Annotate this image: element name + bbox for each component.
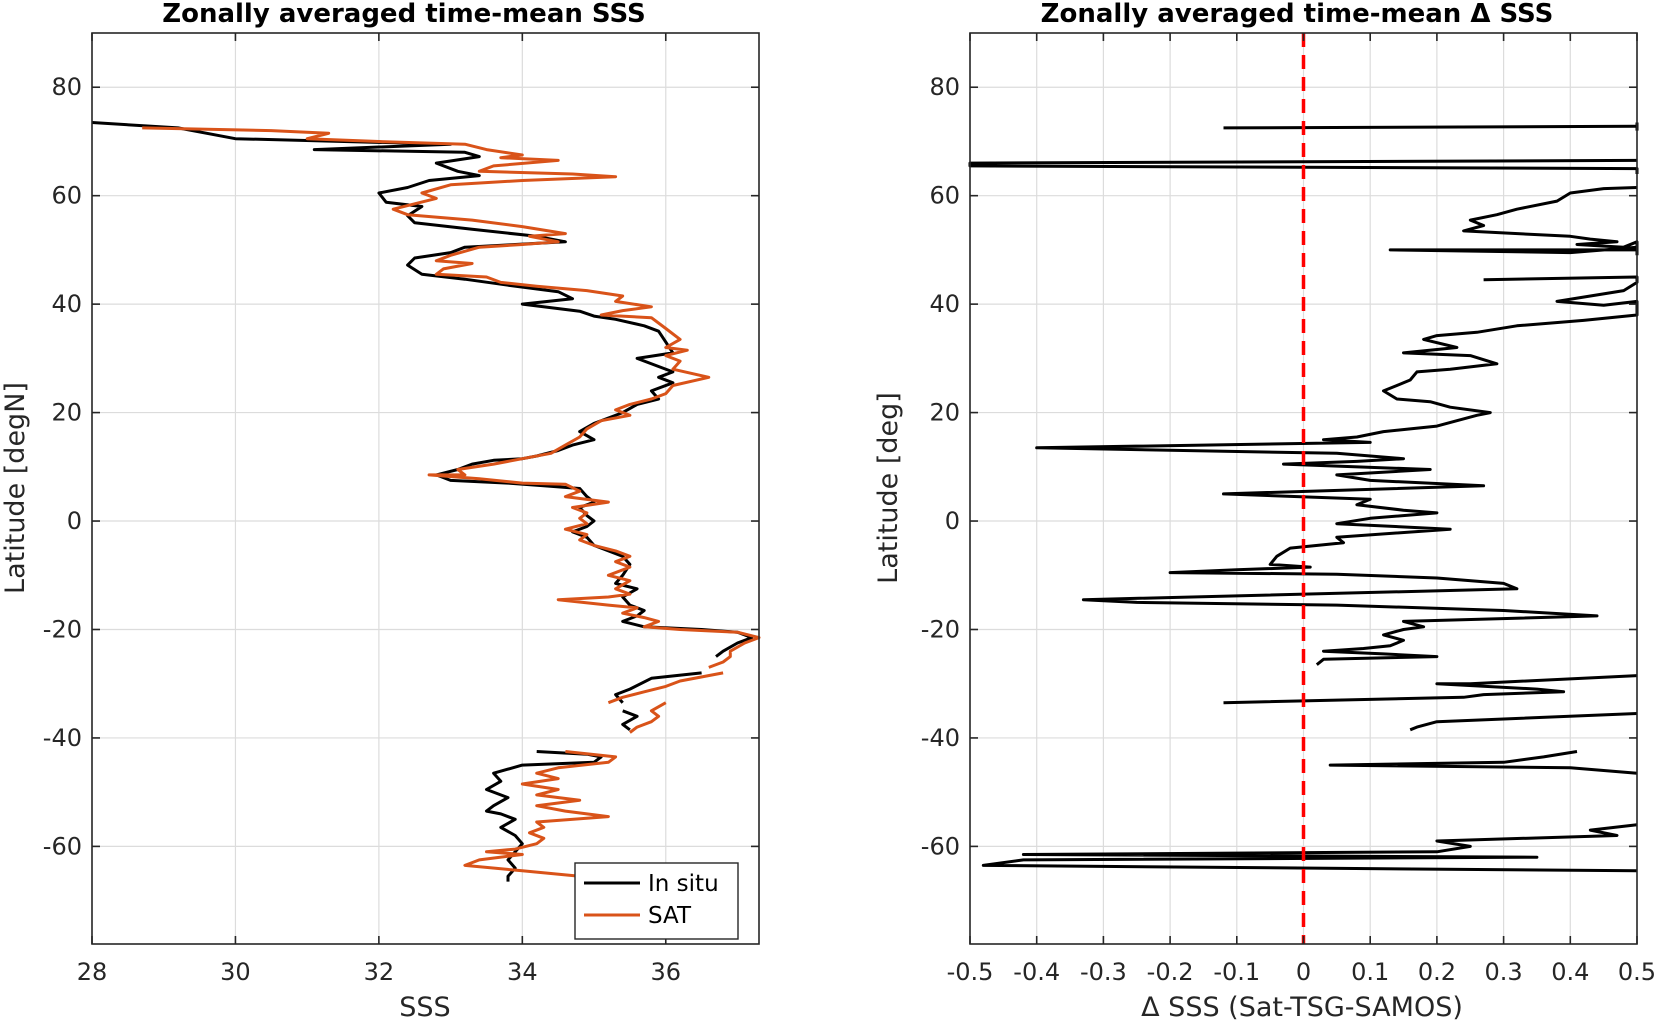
series-line-delta-sss-seg-4 — [1035, 275, 1639, 666]
series-line-delta-sss-seg-5 — [1223, 674, 1638, 705]
y-tick-label: 60 — [929, 182, 960, 210]
y-tick-label: 60 — [51, 182, 82, 210]
right-panel: Zonally averaged time-mean Δ SSS -0.5 -0.… — [873, 0, 1656, 1023]
x-tick-label: 34 — [507, 958, 538, 986]
y-tick-label: -40 — [43, 724, 82, 752]
left-x-axis-label: SSS — [399, 992, 450, 1023]
legend-label-in-situ: In situ — [648, 871, 719, 897]
x-tick-label: -0.1 — [1213, 958, 1260, 986]
x-tick-label: -0.3 — [1080, 958, 1127, 986]
series-line-delta-sss-seg-7 — [1328, 750, 1638, 775]
y-tick-label: 80 — [51, 73, 82, 101]
x-tick-label: 0.3 — [1485, 958, 1523, 986]
y-tick-label: 0 — [67, 507, 82, 535]
y-tick-label: 20 — [51, 399, 82, 427]
right-y-axis-label: Latitude [deg] — [873, 392, 904, 584]
y-tick-label: 0 — [945, 507, 960, 535]
left-series-group — [91, 121, 761, 882]
legend-label-sat: SAT — [648, 903, 692, 929]
series-line-delta-sss-seg-3 — [1388, 186, 1639, 256]
x-tick-label: 0 — [1296, 958, 1311, 986]
series-line-sat-seg-3 — [463, 750, 618, 878]
series-line-delta-sss-seg-6 — [1409, 712, 1638, 732]
x-tick-label: 32 — [364, 958, 395, 986]
left-y-axis-label: Latitude [degN] — [0, 382, 31, 594]
left-ticks: 28 30 32 34 36 80 60 40 20 0 -20 -40 -60 — [43, 33, 759, 986]
x-tick-label: 28 — [77, 958, 108, 986]
y-tick-label: 40 — [51, 290, 82, 318]
left-panel: Zonally averaged time-mean SSS 28 30 32 34 3… — [0, 0, 761, 1023]
x-tick-label: -0.2 — [1147, 958, 1194, 986]
right-chart-title: Zonally averaged time-mean Δ SSS — [1041, 0, 1554, 29]
y-tick-label: -40 — [921, 724, 960, 752]
y-tick-label: -20 — [921, 615, 960, 643]
series-line-in-situ-seg-1 — [614, 671, 702, 704]
series-line-delta-sss-seg-8 — [981, 823, 1638, 873]
left-grid — [91, 33, 759, 944]
x-tick-label: 30 — [220, 958, 251, 986]
y-tick-label: -60 — [921, 832, 960, 860]
y-tick-label: 20 — [929, 399, 960, 427]
legend: In situ SAT — [574, 862, 739, 940]
y-tick-label: -20 — [43, 615, 82, 643]
y-tick-label: 40 — [929, 290, 960, 318]
series-line-sat-seg-0 — [142, 126, 761, 669]
x-tick-label: -0.4 — [1013, 958, 1060, 986]
x-tick-label: 0.2 — [1418, 958, 1456, 986]
x-tick-label: 0.4 — [1551, 958, 1589, 986]
x-tick-label: 0.5 — [1618, 958, 1656, 986]
series-line-sat-seg-1 — [607, 671, 724, 705]
x-tick-label: 0.1 — [1351, 958, 1389, 986]
right-x-axis-label: Δ SSS (Sat-TSG-SAMOS) — [1141, 992, 1463, 1023]
y-tick-label: 80 — [929, 73, 960, 101]
x-tick-label: -0.5 — [947, 958, 994, 986]
series-line-sat-seg-2 — [629, 701, 667, 734]
series-line-delta-sss-seg-0 — [1223, 124, 1638, 130]
right-ticks: -0.5 -0.4 -0.3 -0.2 -0.1 0 0.1 0.2 0.3 0.4 0.5 80 60… — [921, 33, 1656, 986]
y-tick-label: -60 — [43, 832, 82, 860]
series-line-in-situ-seg-2 — [621, 709, 639, 731]
x-tick-label: 36 — [650, 958, 681, 986]
left-chart-title: Zonally averaged time-mean SSS — [162, 0, 646, 29]
legend-box — [574, 862, 739, 940]
left-axes-frame — [91, 32, 760, 945]
